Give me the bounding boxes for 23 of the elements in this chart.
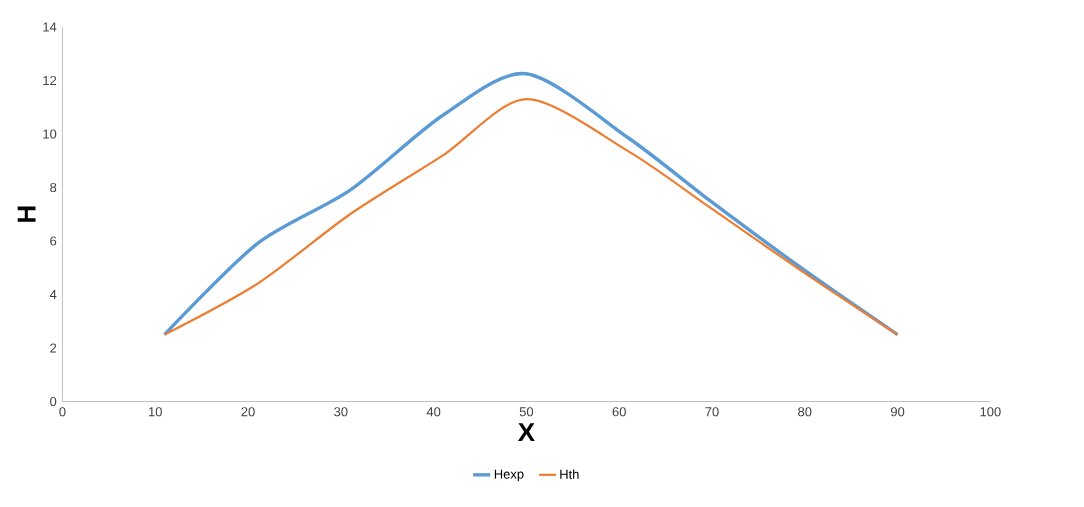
x-tick-label: 40	[426, 407, 441, 417]
y-tick-label: 8	[50, 183, 57, 193]
legend-label: Hth	[560, 469, 579, 480]
legend-label: Hexp	[494, 469, 524, 482]
y-tick-label: 12	[43, 76, 57, 86]
y-tick-label: 4	[49, 290, 57, 300]
x-tick-label: 100	[980, 407, 1001, 417]
y-tick-label: 2	[50, 343, 57, 353]
x-tick-label: 70	[705, 407, 719, 417]
y-tick-label: 14	[43, 22, 57, 32]
y-tick-label: 6	[50, 236, 57, 246]
x-tick-label: 80	[798, 407, 812, 417]
x-tick-label: 90	[890, 407, 905, 417]
x-tick-label: 10	[149, 407, 162, 417]
y-tick-label: 10	[43, 129, 57, 139]
x-tick-label: 50	[519, 407, 534, 417]
y-tick-label: 0	[50, 397, 57, 407]
x-tick-label: 60	[612, 407, 626, 417]
x-tick-label: 30	[334, 407, 348, 417]
y-axis-title: H	[17, 206, 36, 223]
x-axis-title: X	[517, 423, 535, 442]
x-tick-label: 20	[241, 407, 255, 417]
x-tick-label: 0	[59, 407, 66, 417]
